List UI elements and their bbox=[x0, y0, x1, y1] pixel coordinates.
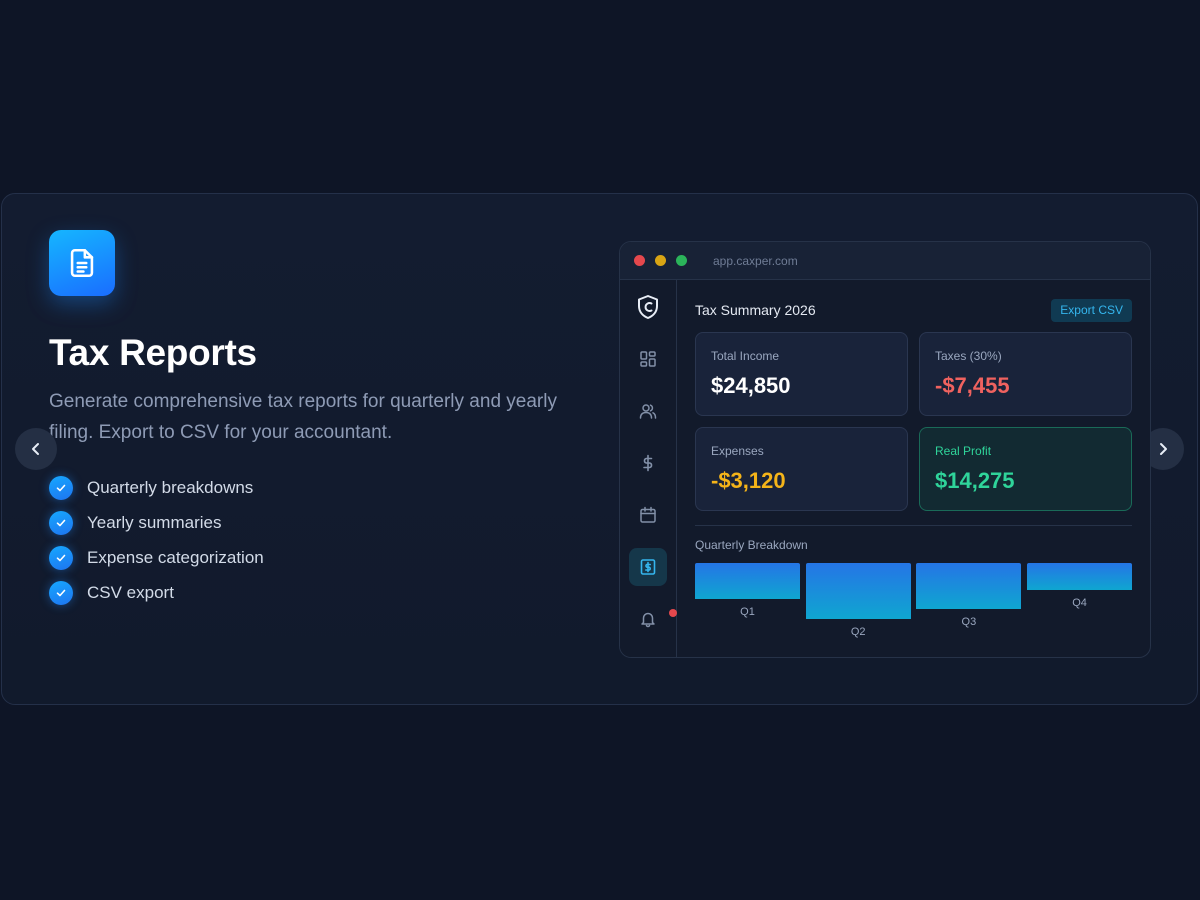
check-icon bbox=[49, 510, 73, 535]
quarterly-breakdown-label: Quarterly Breakdown bbox=[695, 538, 808, 552]
feature-list: Quarterly breakdowns Yearly summaries Ex… bbox=[49, 470, 264, 610]
feature-description: Generate comprehensive tax reports for q… bbox=[49, 391, 557, 443]
check-icon bbox=[49, 545, 73, 570]
window-titlebar: app.caxper.com bbox=[620, 242, 1150, 280]
feature-item-label: CSV export bbox=[87, 582, 174, 602]
bar-column: Q4 bbox=[1027, 563, 1133, 609]
feature-item: Expense categorization bbox=[49, 540, 264, 575]
chevron-left-icon bbox=[32, 443, 39, 455]
card-value: -$3,120 bbox=[711, 468, 786, 493]
feature-item-label: Quarterly breakdowns bbox=[87, 477, 254, 497]
bar-column: Q2 bbox=[805, 563, 911, 638]
notification-badge bbox=[669, 609, 677, 617]
chevron-right-icon bbox=[1160, 443, 1167, 455]
card-label: Expenses bbox=[711, 444, 764, 458]
summary-title: Tax Summary 2026 bbox=[695, 302, 816, 318]
card-real-profit: Real Profit $14,275 bbox=[919, 427, 1132, 511]
feature-item-label: Expense categorization bbox=[87, 547, 264, 567]
feature-title: Tax Reports bbox=[49, 332, 257, 373]
bar-label: Q3 bbox=[961, 616, 977, 628]
bar-q3 bbox=[916, 563, 1022, 609]
window-minimize-dot[interactable] bbox=[655, 255, 666, 266]
dollar-icon[interactable] bbox=[629, 444, 667, 482]
card-total-income: Total Income $24,850 bbox=[695, 332, 908, 416]
bar-label: Q2 bbox=[850, 626, 866, 638]
card-label: Taxes (30%) bbox=[935, 349, 1002, 363]
dashboard-icon[interactable] bbox=[629, 340, 667, 378]
bar-label: Q4 bbox=[1072, 597, 1087, 609]
bar-label: Q1 bbox=[740, 606, 755, 618]
window-close-dot[interactable] bbox=[634, 255, 645, 266]
bar-q1 bbox=[695, 563, 800, 599]
document-icon bbox=[49, 230, 115, 296]
app-preview-window: app.caxper.com Tax Summary 2026 bbox=[619, 241, 1151, 658]
feature-item: CSV export bbox=[49, 575, 264, 610]
quarterly-bar-chart: Q1 Q2 Q3 Q4 bbox=[695, 563, 1133, 653]
card-taxes: Taxes (30%) -$7,455 bbox=[919, 332, 1132, 416]
bell-icon[interactable] bbox=[629, 600, 677, 638]
card-expenses: Expenses -$3,120 bbox=[695, 427, 908, 511]
card-value: -$7,455 bbox=[935, 373, 1010, 398]
check-icon bbox=[49, 475, 73, 500]
card-label: Total Income bbox=[711, 349, 780, 363]
bar-column: Q3 bbox=[916, 563, 1022, 628]
section-divider bbox=[695, 525, 1132, 526]
bar-column: Q1 bbox=[695, 563, 800, 618]
check-icon bbox=[49, 580, 73, 605]
bar-q4 bbox=[1027, 563, 1133, 590]
tax-report-icon[interactable] bbox=[629, 548, 667, 586]
logo-icon[interactable] bbox=[629, 288, 667, 326]
feature-item-label: Yearly summaries bbox=[87, 512, 222, 532]
card-value: $24,850 bbox=[711, 373, 791, 398]
window-maximize-dot[interactable] bbox=[676, 255, 687, 266]
export-csv-button[interactable]: Export CSV bbox=[1051, 299, 1132, 322]
users-icon[interactable] bbox=[629, 392, 667, 430]
card-value: $14,275 bbox=[935, 468, 1015, 493]
carousel-prev-button[interactable] bbox=[15, 428, 57, 470]
bar-q2 bbox=[805, 563, 911, 619]
feature-item: Quarterly breakdowns bbox=[49, 470, 264, 505]
card-label: Real Profit bbox=[935, 444, 992, 458]
calendar-icon[interactable] bbox=[629, 496, 667, 534]
app-sidebar bbox=[620, 280, 677, 657]
feature-item: Yearly summaries bbox=[49, 505, 264, 540]
address-url: app.caxper.com bbox=[713, 253, 798, 268]
